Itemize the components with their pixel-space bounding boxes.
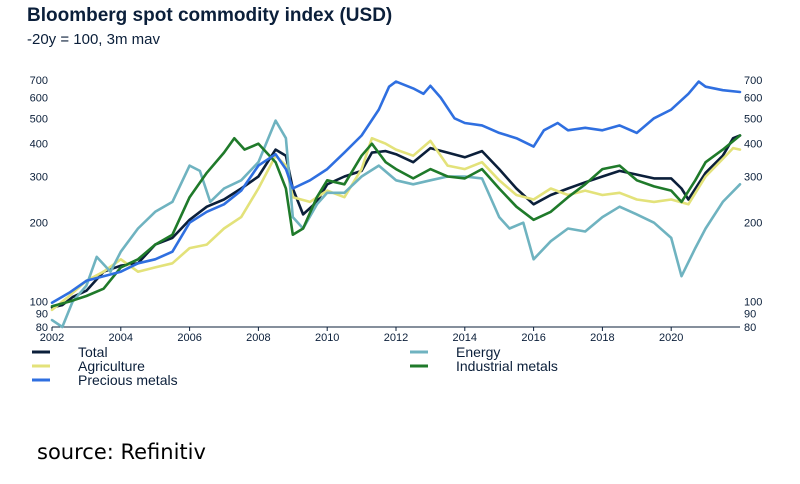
y-tick-label-right: 600 <box>744 93 762 105</box>
x-tick-label: 2018 <box>590 332 614 344</box>
y-tick-label-right: 90 <box>744 309 756 321</box>
y-tick-label-right: 500 <box>744 113 762 125</box>
x-tick-label: 2008 <box>246 332 270 344</box>
x-tick-label: 2004 <box>109 332 133 344</box>
y-tick-label-left: 90 <box>36 309 48 321</box>
x-tick-label: 2006 <box>177 332 201 344</box>
x-tick-label: 2014 <box>453 332 477 344</box>
y-tick-label-right: 80 <box>744 322 756 334</box>
x-tick-label: 2002 <box>40 332 64 344</box>
legend-label-agriculture: Agriculture <box>78 358 145 374</box>
x-tick-label: 2010 <box>315 332 339 344</box>
y-tick-label-left: 600 <box>30 93 48 105</box>
y-tick-label-left: 500 <box>30 113 48 125</box>
y-tick-label-right: 100 <box>744 297 762 309</box>
series-line-agriculture <box>50 136 742 312</box>
x-tick-label: 2012 <box>384 332 408 344</box>
source-note: source: Refinitiv <box>37 440 206 464</box>
y-tick-label-right: 400 <box>744 139 762 151</box>
y-tick-label-left: 200 <box>30 218 48 230</box>
y-tick-label-left: 100 <box>30 297 48 309</box>
y-tick-label-left: 80 <box>36 322 48 334</box>
legend-label-precious-metals: Precious metals <box>78 372 178 388</box>
y-tick-label-right: 200 <box>744 218 762 230</box>
x-tick-label: 2016 <box>521 332 545 344</box>
chart-subtitle: -20y = 100, 3m mav <box>27 31 160 48</box>
y-tick-label-left: 400 <box>30 139 48 151</box>
x-tick-label: 2020 <box>659 332 683 344</box>
series-line-precious-metals <box>50 80 742 304</box>
legend-label-energy: Energy <box>456 344 500 360</box>
y-tick-label-left: 300 <box>30 171 48 183</box>
chart-title: Bloomberg spot commodity index (USD) <box>27 5 393 26</box>
legend-label-total: Total <box>78 344 108 360</box>
legend-label-industrial-metals: Industrial metals <box>456 358 558 374</box>
y-tick-label-left: 700 <box>30 75 48 87</box>
y-tick-label-right: 700 <box>744 75 762 87</box>
y-tick-label-right: 300 <box>744 171 762 183</box>
series-line-energy <box>50 119 742 329</box>
series-line-total <box>50 134 742 309</box>
series-line-industrial-metals <box>50 134 742 308</box>
